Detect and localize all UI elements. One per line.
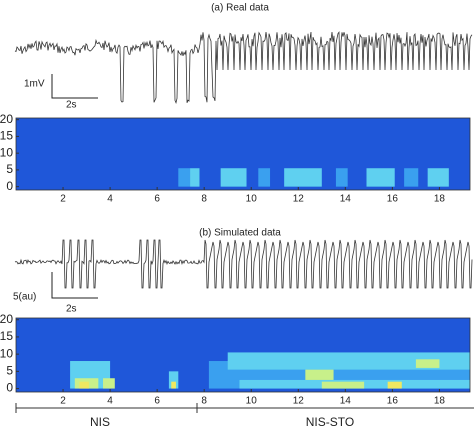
x-tick-label: 6 [154,194,160,205]
y-tick-label: 20 [0,112,13,126]
heatmap-cell [258,168,271,187]
heatmap-cell [284,168,322,187]
scale-label: 2s [66,304,77,315]
y-tick-label: 0 [6,381,13,395]
heatmap-cell [404,168,419,187]
segment-label: NIS [90,415,110,429]
panel-title: (a) Real data [211,3,269,14]
x-tick-label: 2 [60,396,66,407]
y-tick-label: 5 [6,364,13,378]
x-tick-label: 8 [201,396,207,407]
heatmap-cell [178,168,191,187]
y-tick-label: 20 [0,312,13,326]
heatmap-cell [79,381,89,389]
signal-trace [14,239,473,289]
plot-frame [15,317,471,393]
y-tick-label: 10 [0,346,13,360]
heatmap-cell [387,381,402,389]
x-tick-label: 4 [107,194,113,205]
scale-label: 5(au) [13,292,36,303]
heatmap-cell [415,359,440,368]
heatmap-cell [366,168,395,187]
segment-label: NIS-STO [306,415,354,429]
heatmap-cell [220,168,247,187]
x-tick-label: 10 [246,194,258,205]
y-tick-label: 15 [0,329,13,343]
x-tick-label: 4 [107,396,113,407]
heatmap-cell [227,352,470,370]
x-tick-label: 14 [340,396,352,407]
heatmap-cell [305,369,334,380]
heatmap-cell [190,168,200,187]
y-tick-label: 15 [0,129,13,143]
scale-bar [51,74,98,299]
y-tick-label: 10 [0,145,13,159]
x-tick-label: 18 [434,396,446,407]
scale-label: 2s [66,100,77,111]
y-tick-label: 0 [6,179,13,193]
x-tick-label: 8 [201,194,207,205]
x-tick-label: 12 [293,194,305,205]
y-tick-label: 5 [6,162,13,176]
x-tick-label: 2 [60,194,66,205]
heatmap-cell [103,378,115,389]
x-tick-label: 18 [434,194,446,205]
heatmap-cell [171,381,176,389]
plot-frame [15,117,471,191]
heatmap-cell [427,168,449,187]
x-tick-label: 14 [340,194,352,205]
signal-trace [14,31,473,104]
heatmap-cell [321,381,365,389]
segment-bracket [15,403,474,413]
heatmap-cell [168,371,179,389]
panel-title: (b) Simulated data [199,228,281,239]
x-tick-label: 16 [387,396,399,407]
x-tick-label: 16 [387,194,399,205]
x-tick-label: 6 [154,396,160,407]
heatmap-cell [335,168,348,187]
scale-label: 1mV [24,79,45,90]
x-tick-label: 12 [293,396,305,407]
x-tick-label: 10 [246,396,258,407]
